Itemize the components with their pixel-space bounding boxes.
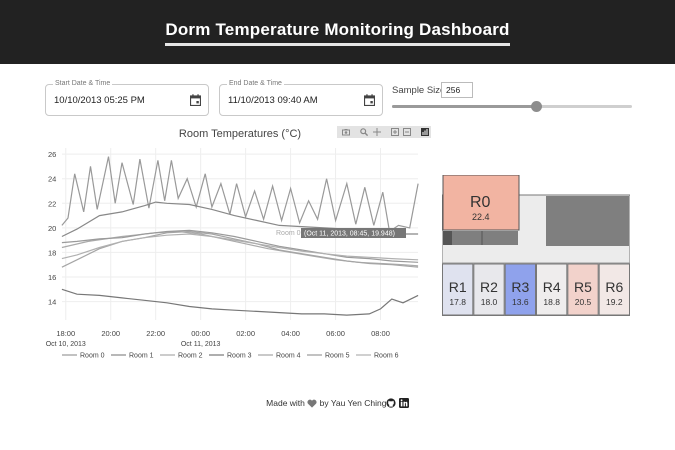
x-tick-label: 08:00 <box>371 329 390 338</box>
calendar-icon[interactable] <box>364 94 375 106</box>
x-tick-label: 04:00 <box>281 329 300 338</box>
zoom-in-icon[interactable] <box>391 128 399 136</box>
start-datetime-field[interactable]: Start Date & Time 10/10/2013 05:25 PM <box>45 80 209 116</box>
room-r6-value: 19.2 <box>606 297 623 307</box>
y-tick-label: 18 <box>48 248 56 257</box>
room-r2[interactable] <box>473 263 505 316</box>
y-tick-label: 16 <box>48 273 56 282</box>
camera-icon[interactable] <box>342 128 350 136</box>
header-bar: Dorm Temperature Monitoring Dashboard <box>0 0 675 64</box>
room-r5-name: R5 <box>574 279 592 295</box>
start-datetime-value[interactable]: 10/10/2013 05:25 PM <box>54 95 145 106</box>
series-line-room-5 <box>61 229 419 263</box>
end-datetime-label: End Date & Time <box>227 80 284 87</box>
sample-size-input[interactable] <box>441 82 473 98</box>
room-r0-value: 22.4 <box>472 212 490 222</box>
floor-block <box>546 196 629 246</box>
room-r0[interactable] <box>442 174 520 231</box>
hover-tooltip-text: (Oct 11, 2013, 08:45, 19.948) <box>304 231 395 238</box>
y-tick-label: 26 <box>48 150 56 159</box>
room-r4-value: 18.8 <box>543 297 560 307</box>
series-line-room-6 <box>61 233 419 261</box>
floorplan: R1 17.8 R2 18.0 R3 13.6 R4 18.8 R5 20.5 R6 19.2 R0 … <box>441 174 631 317</box>
zoom-out-icon[interactable] <box>403 128 411 136</box>
hover-tooltip-box <box>301 228 406 238</box>
floor-corridor <box>443 231 518 245</box>
legend-label: Room 5 <box>325 353 350 360</box>
hover-series-label: Room 0 <box>276 230 301 237</box>
legend-label: Room 4 <box>276 353 301 360</box>
pan-icon[interactable] <box>373 128 381 136</box>
series-line-room-3 <box>61 288 419 316</box>
room-r4[interactable] <box>536 263 568 316</box>
x-tick-label: 18:00 <box>56 329 75 338</box>
floor-corridor-dark <box>443 231 452 245</box>
x-tick-sublabel: Oct 11, 2013 <box>181 341 221 348</box>
end-datetime-field[interactable]: End Date & Time 11/10/2013 09:40 AM <box>219 80 383 116</box>
y-tick-label: 20 <box>48 224 56 233</box>
room-r2-name: R2 <box>480 279 498 295</box>
zoom-icon[interactable] <box>360 128 368 136</box>
calendar-icon[interactable] <box>190 94 201 106</box>
legend-label: Room 1 <box>129 353 154 360</box>
sample-size-label: Sample Size <box>392 85 446 96</box>
legend-label: Room 3 <box>227 353 252 360</box>
footer: Made with by Yau Yen Ching <box>0 398 675 408</box>
room-r4-name: R4 <box>543 279 561 295</box>
legend-label: Room 2 <box>178 353 203 360</box>
room-r2-value: 18.0 <box>481 297 498 307</box>
room-r6[interactable] <box>598 263 631 316</box>
room-r1[interactable] <box>442 263 474 316</box>
room-r1-value: 17.8 <box>449 297 466 307</box>
start-datetime-label: Start Date & Time <box>53 80 113 87</box>
series-line-room-0 <box>61 156 419 233</box>
x-tick-label: 06:00 <box>326 329 345 338</box>
footer-author: by Yau Yen Ching <box>319 398 387 408</box>
room-r5[interactable] <box>567 263 599 316</box>
footer-made-with: Made with <box>266 398 305 408</box>
chart-title: Room Temperatures (°C) <box>178 128 302 140</box>
room-r3-value: 13.6 <box>512 297 529 307</box>
sample-size-slider[interactable] <box>392 101 632 112</box>
legend-label: Room 6 <box>374 353 399 360</box>
x-tick-label: 00:00 <box>191 329 210 338</box>
page-title: Dorm Temperature Monitoring Dashboard <box>0 20 675 46</box>
end-datetime-value[interactable]: 11/10/2013 09:40 AM <box>228 95 318 106</box>
room-r3-name: R3 <box>511 279 529 295</box>
room-r6-name: R6 <box>605 279 623 295</box>
y-tick-label: 24 <box>48 175 56 184</box>
y-tick-label: 14 <box>48 298 56 307</box>
slider-fill <box>392 105 536 108</box>
y-tick-label: 22 <box>48 199 56 208</box>
github-icon[interactable] <box>386 398 397 408</box>
x-tick-label: 02:00 <box>236 329 255 338</box>
linkedin-icon[interactable] <box>398 398 409 408</box>
room-r1-name: R1 <box>449 279 467 295</box>
temperature-line-chart[interactable]: Room 0 (Oct 11, 2013, 08:45, 19.948) 14 1… <box>0 140 430 365</box>
slider-thumb[interactable] <box>530 101 542 112</box>
room-r0-name: R0 <box>470 194 491 211</box>
heart-icon <box>307 399 317 408</box>
x-tick-label: 22:00 <box>146 329 165 338</box>
x-tick-sublabel: Oct 10, 2013 <box>46 341 86 348</box>
legend-label: Room 0 <box>80 353 105 360</box>
plotly-logo-icon[interactable] <box>421 128 429 136</box>
room-r5-value: 20.5 <box>575 297 592 307</box>
chart-modebar <box>337 126 431 138</box>
x-tick-label: 20:00 <box>101 329 120 338</box>
room-r3[interactable] <box>504 263 537 316</box>
